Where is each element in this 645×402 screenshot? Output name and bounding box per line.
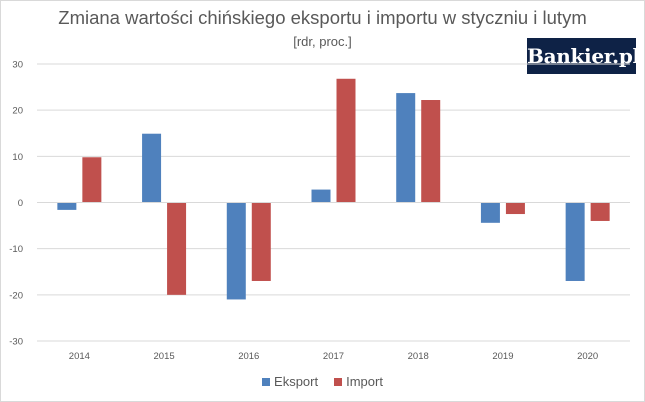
bar-import-2015	[167, 202, 187, 295]
grid-lines	[37, 63, 630, 342]
legend-swatch	[262, 378, 271, 386]
y-tick-label: -20	[9, 290, 23, 301]
bar-eksport-2014	[57, 202, 77, 210]
bar-eksport-2016	[226, 202, 246, 300]
x-tick-label: 2016	[238, 351, 259, 362]
bar-eksport-2015	[142, 133, 162, 203]
bar-eksport-2017	[311, 189, 331, 203]
bars	[57, 78, 610, 300]
x-tick-label: 2018	[408, 351, 429, 362]
y-tick-label: 0	[18, 198, 23, 209]
chart-subtitle: [rdr, proc.]	[293, 34, 352, 49]
bar-import-2020	[590, 202, 610, 221]
bar-eksport-2019	[480, 202, 500, 223]
y-tick-label: 10	[12, 152, 23, 163]
bar-import-2016	[251, 202, 271, 281]
bar-eksport-2020	[565, 202, 585, 281]
legend-entry-import: Import	[334, 374, 383, 389]
legend-entry-eksport: Eksport	[262, 374, 318, 389]
bar-import-2014	[82, 157, 102, 203]
legend-swatch	[334, 378, 343, 386]
legend: Eksport Import	[0, 374, 645, 389]
x-tick-label: 2014	[69, 351, 90, 362]
chart-title: Zmiana wartości chińskiego eksportu i im…	[58, 7, 587, 28]
legend-label: Eksport	[274, 374, 319, 389]
x-tick-label: 2017	[323, 351, 344, 362]
bar-import-2018	[421, 100, 441, 203]
bar-import-2019	[505, 202, 525, 215]
x-tick-label: 2019	[492, 351, 513, 362]
x-tick-label: 2020	[577, 351, 598, 362]
y-tick-label: -30	[9, 337, 23, 348]
y-tick-label: 30	[12, 60, 23, 71]
x-tick-label: 2015	[154, 351, 175, 362]
bar-import-2017	[336, 78, 356, 203]
y-tick-label: 20	[12, 106, 23, 117]
y-tick-label: -10	[9, 244, 23, 255]
bar-eksport-2018	[396, 93, 416, 203]
axes: 30 20 10 0 -10 -20 -30 2014 2015 2016 2017 2018 2019…	[9, 60, 630, 362]
legend-label: Import	[346, 374, 383, 389]
